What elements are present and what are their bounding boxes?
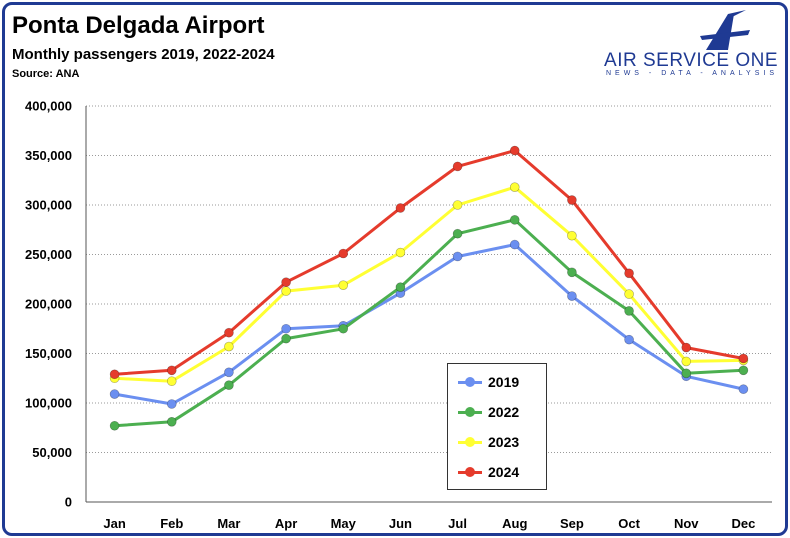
x-tick-label: Jul — [448, 516, 467, 531]
y-tick-label: 150,000 — [25, 346, 72, 361]
series-line-2023 — [114, 185, 744, 383]
data-point-2022 — [109, 420, 120, 431]
x-tick-label: Feb — [160, 516, 183, 531]
data-point-2023 — [452, 200, 463, 210]
data-point-2022 — [624, 306, 634, 316]
data-point-2019 — [509, 239, 520, 250]
legend-swatch — [458, 466, 482, 477]
data-point-2023 — [395, 247, 406, 258]
legend-item-2019: 2019 — [458, 372, 519, 392]
chart-source: Source: ANA — [12, 68, 80, 80]
data-point-2022 — [452, 228, 463, 239]
data-point-2022 — [224, 380, 234, 390]
y-tick-label: 350,000 — [25, 148, 72, 163]
x-tick-label: Oct — [618, 516, 640, 531]
data-point-2023 — [509, 182, 520, 192]
data-point-2022 — [338, 323, 349, 334]
data-point-2022 — [166, 417, 177, 427]
legend-item-2023: 2023 — [458, 432, 519, 452]
data-point-2019 — [738, 384, 749, 394]
data-point-2019 — [224, 367, 234, 378]
chart-title: Ponta Delgada Airport — [12, 12, 265, 39]
data-point-2024 — [509, 145, 520, 156]
legend-label: 2023 — [488, 434, 520, 450]
data-point-2024 — [681, 342, 692, 353]
x-axis: Jan Feb Mar Apr May Jun Jul Aug Sep Oct Nov Dec — [86, 501, 772, 531]
data-point-2024 — [624, 268, 634, 279]
data-point-2024 — [567, 195, 577, 205]
y-tick-label: 50,000 — [32, 445, 72, 460]
data-point-2023 — [567, 230, 577, 241]
legend: 2019 2022 2023 2024 — [447, 363, 547, 490]
x-tick-label: Aug — [502, 516, 527, 531]
x-tick-label: Dec — [731, 516, 755, 531]
data-point-2022 — [509, 215, 520, 225]
data-point-2019 — [624, 334, 634, 345]
y-axis: 0 50,000 100,000 150,000 200,000 250,000 300,0… — [25, 99, 87, 510]
data-point-2023 — [681, 356, 692, 367]
series-line-2019 — [114, 243, 744, 406]
data-point-2019 — [567, 291, 577, 301]
x-tick-label: Jun — [389, 516, 412, 531]
data-point-2023 — [338, 280, 349, 290]
data-point-2019 — [109, 389, 120, 399]
legend-label: 2019 — [488, 374, 520, 390]
y-tick-label: 250,000 — [25, 247, 72, 262]
data-point-2024 — [452, 161, 463, 172]
grid-lines — [86, 105, 772, 453]
plane-a-logo-icon — [700, 10, 750, 50]
series-line-2024 — [114, 149, 744, 376]
data-point-2022 — [681, 368, 692, 379]
logo-tagline: NEWS - DATA - ANALYSIS — [605, 70, 778, 77]
y-tick-label: 0 — [65, 495, 72, 510]
legend-label: 2024 — [488, 464, 520, 480]
series-lines — [109, 145, 749, 431]
data-point-2022 — [281, 333, 291, 344]
data-point-2024 — [109, 369, 120, 380]
x-tick-label: May — [331, 516, 357, 531]
x-tick-label: Apr — [275, 516, 297, 531]
x-tick-label: Nov — [674, 516, 699, 531]
legend-swatch — [458, 406, 482, 417]
data-point-2024 — [166, 365, 177, 376]
series-line-2022 — [114, 218, 744, 428]
data-point-2024 — [224, 327, 234, 338]
data-point-2019 — [166, 399, 177, 409]
data-point-2019 — [281, 323, 291, 334]
data-point-2024 — [395, 203, 406, 213]
data-point-2024 — [338, 248, 349, 259]
chart-subtitle: Monthly passengers 2019, 2022-2024 — [12, 46, 275, 63]
y-tick-label: 400,000 — [25, 99, 72, 114]
legend-item-2024: 2024 — [458, 462, 519, 482]
data-point-2019 — [452, 251, 463, 262]
logo-name: AIR SERVICE ONE — [604, 50, 778, 71]
data-point-2023 — [166, 376, 177, 387]
legend-label: 2022 — [488, 404, 520, 420]
data-point-2023 — [224, 341, 234, 352]
x-tick-label: Sep — [560, 516, 584, 531]
x-tick-label: Mar — [217, 516, 240, 531]
y-tick-label: 100,000 — [25, 396, 72, 411]
legend-swatch — [458, 376, 482, 387]
data-point-2023 — [624, 289, 634, 299]
y-tick-label: 200,000 — [25, 297, 72, 312]
data-point-2022 — [567, 267, 577, 278]
y-tick-label: 300,000 — [25, 198, 72, 213]
x-tick-label: Jan — [103, 516, 125, 531]
data-point-2022 — [738, 365, 749, 376]
data-point-2024 — [738, 353, 749, 364]
data-point-2023 — [281, 286, 291, 296]
legend-item-2022: 2022 — [458, 402, 519, 422]
data-point-2024 — [281, 277, 291, 288]
legend-swatch — [458, 436, 482, 447]
data-point-2022 — [395, 282, 406, 292]
